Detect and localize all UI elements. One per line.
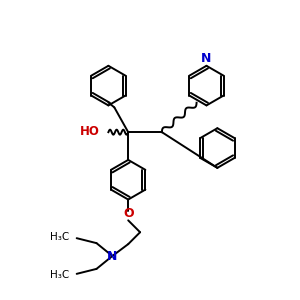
Text: H₃C: H₃C bbox=[50, 232, 69, 242]
Text: H₃C: H₃C bbox=[50, 270, 69, 280]
Text: HO: HO bbox=[80, 125, 100, 138]
Text: N: N bbox=[107, 250, 118, 262]
Text: N: N bbox=[201, 52, 212, 65]
Text: O: O bbox=[123, 207, 134, 220]
